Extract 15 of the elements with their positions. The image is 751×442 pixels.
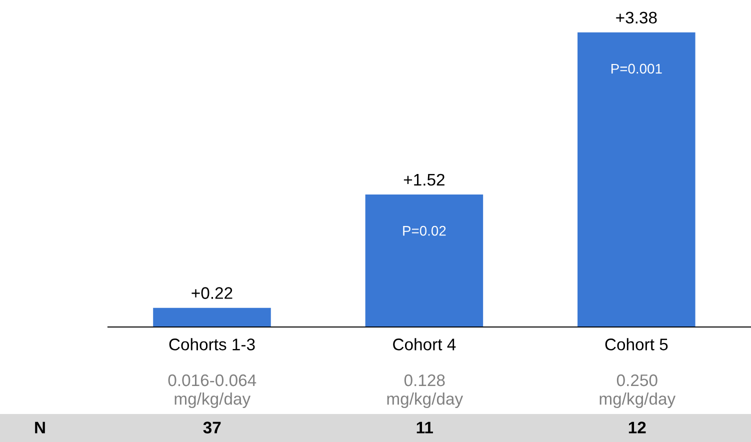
data-label: +0.22 xyxy=(192,287,232,299)
x-tick-label: Cohort 4 xyxy=(393,338,456,350)
text: 0.016-0.064 mg/kg/day xyxy=(168,374,256,408)
data-label: +3.38 xyxy=(616,12,657,24)
text: 12 xyxy=(628,422,646,434)
x-tick-label: Cohort 5 xyxy=(605,338,668,350)
text: 11 xyxy=(416,422,433,434)
text: 37 xyxy=(203,422,221,434)
x-tick-label: Cohorts 1-3 xyxy=(169,338,255,350)
annotation: P=0.001 xyxy=(611,64,662,74)
text: N xyxy=(35,422,45,434)
text: 0.128 mg/kg/day xyxy=(387,374,464,408)
annotation: P=0.02 xyxy=(403,226,446,236)
text: 0.250 mg/kg/day xyxy=(600,374,676,408)
data-label: +1.52 xyxy=(404,174,444,186)
